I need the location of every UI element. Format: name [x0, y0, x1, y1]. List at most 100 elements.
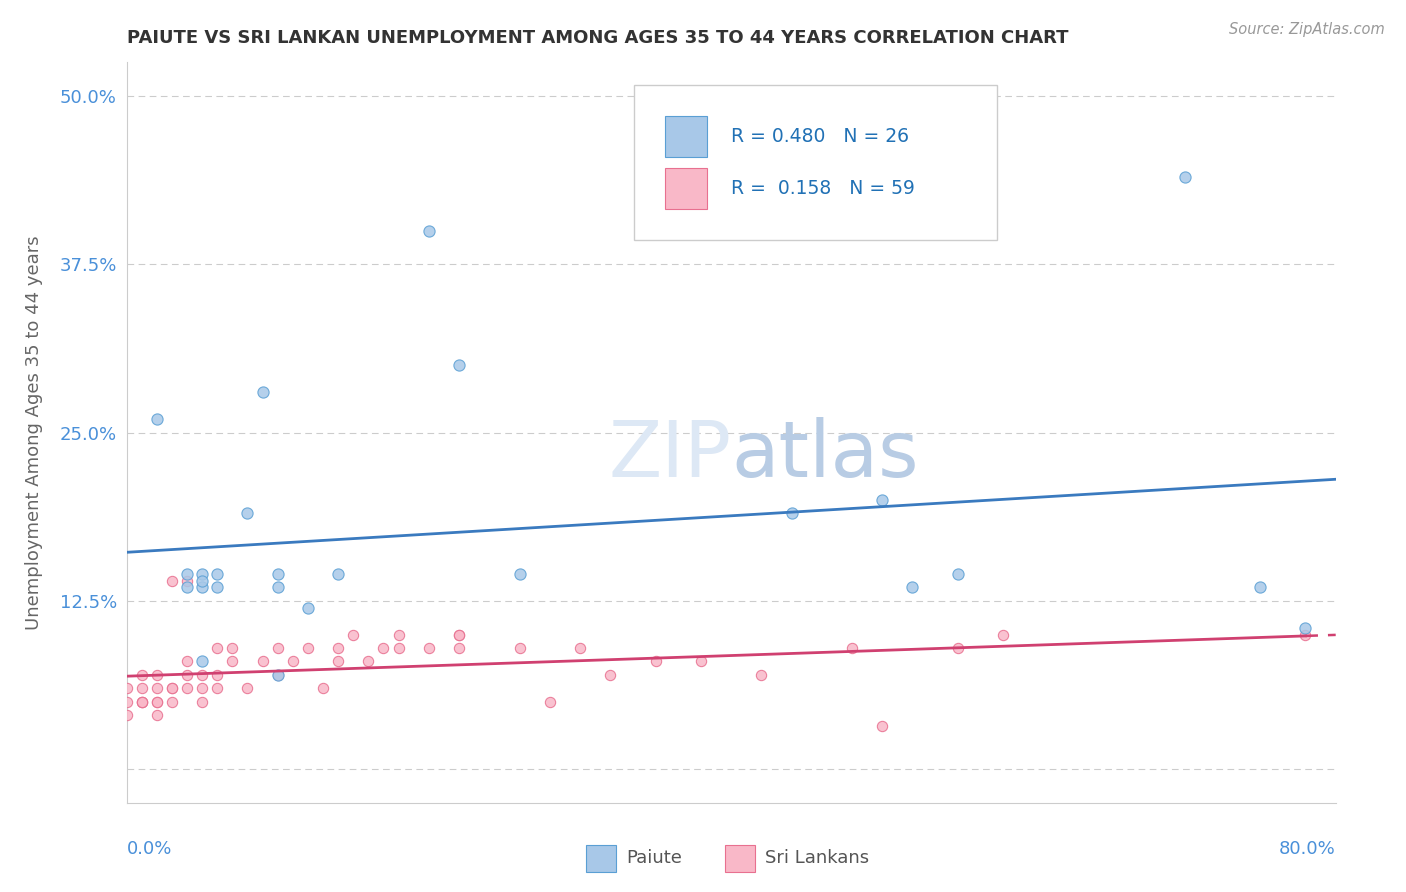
Point	[131, 695, 153, 709]
Point	[326, 655, 350, 669]
Point	[146, 668, 169, 682]
Point	[993, 627, 1015, 641]
Point	[872, 719, 894, 733]
Text: PAIUTE VS SRI LANKAN UNEMPLOYMENT AMONG AGES 35 TO 44 YEARS CORRELATION CHART: PAIUTE VS SRI LANKAN UNEMPLOYMENT AMONG …	[127, 29, 1069, 47]
Point	[267, 581, 290, 595]
Point	[1249, 581, 1271, 595]
Point	[357, 655, 380, 669]
Text: 0.0%: 0.0%	[127, 840, 172, 858]
Point	[267, 640, 290, 655]
Point	[946, 640, 969, 655]
Point	[872, 492, 894, 507]
Text: R = 0.480   N = 26: R = 0.480 N = 26	[731, 127, 910, 146]
Point	[1294, 627, 1316, 641]
Point	[176, 581, 198, 595]
Point	[236, 507, 259, 521]
Point	[1294, 621, 1316, 635]
Point	[146, 681, 169, 696]
Point	[568, 640, 592, 655]
Point	[221, 655, 243, 669]
Point	[191, 574, 214, 588]
Point	[205, 681, 228, 696]
FancyBboxPatch shape	[634, 85, 997, 240]
Point	[342, 627, 364, 641]
Point	[205, 581, 228, 595]
Text: ZIP: ZIP	[609, 417, 731, 493]
Point	[221, 640, 243, 655]
Point	[191, 668, 214, 682]
Point	[191, 566, 214, 581]
Point	[326, 566, 350, 581]
Point	[176, 655, 198, 669]
Point	[447, 359, 470, 373]
Text: atlas: atlas	[731, 417, 918, 493]
Point	[115, 681, 138, 696]
Point	[297, 640, 319, 655]
Point	[176, 681, 198, 696]
Point	[312, 681, 335, 696]
Point	[509, 640, 531, 655]
Point	[252, 385, 274, 400]
Point	[146, 695, 169, 709]
Point	[160, 681, 183, 696]
Point	[281, 655, 304, 669]
Point	[191, 581, 214, 595]
Point	[538, 695, 561, 709]
Point	[131, 668, 153, 682]
Point	[418, 224, 440, 238]
Text: 80.0%: 80.0%	[1279, 840, 1336, 858]
Text: Source: ZipAtlas.com: Source: ZipAtlas.com	[1229, 22, 1385, 37]
Point	[267, 668, 290, 682]
Point	[146, 412, 169, 426]
FancyBboxPatch shape	[586, 845, 616, 871]
Point	[205, 668, 228, 682]
Point	[160, 574, 183, 588]
Point	[191, 695, 214, 709]
Point	[841, 640, 863, 655]
Point	[176, 668, 198, 682]
Point	[236, 681, 259, 696]
FancyBboxPatch shape	[725, 845, 755, 871]
Point	[191, 681, 214, 696]
Point	[326, 640, 350, 655]
Point	[176, 566, 198, 581]
Point	[267, 566, 290, 581]
Point	[176, 574, 198, 588]
Point	[901, 581, 924, 595]
Point	[599, 668, 621, 682]
Point	[946, 566, 969, 581]
Point	[252, 655, 274, 669]
Point	[160, 695, 183, 709]
Point	[509, 566, 531, 581]
Text: Sri Lankans: Sri Lankans	[765, 849, 869, 867]
Point	[780, 507, 803, 521]
Point	[131, 695, 153, 709]
Point	[388, 640, 411, 655]
Y-axis label: Unemployment Among Ages 35 to 44 years: Unemployment Among Ages 35 to 44 years	[25, 235, 42, 630]
Point	[447, 640, 470, 655]
Point	[447, 627, 470, 641]
Point	[1173, 169, 1195, 184]
Point	[115, 708, 138, 723]
FancyBboxPatch shape	[665, 168, 707, 209]
Point	[131, 681, 153, 696]
Text: R =  0.158   N = 59: R = 0.158 N = 59	[731, 178, 915, 198]
Point	[644, 655, 666, 669]
Point	[205, 566, 228, 581]
Point	[115, 695, 138, 709]
Point	[418, 640, 440, 655]
Point	[205, 640, 228, 655]
Point	[146, 708, 169, 723]
Point	[131, 695, 153, 709]
Point	[160, 681, 183, 696]
Point	[191, 655, 214, 669]
Point	[297, 600, 319, 615]
Point	[751, 668, 773, 682]
Point	[388, 627, 411, 641]
Point	[447, 627, 470, 641]
Point	[267, 668, 290, 682]
FancyBboxPatch shape	[665, 116, 707, 157]
Point	[146, 695, 169, 709]
Point	[373, 640, 395, 655]
Text: Paiute: Paiute	[626, 849, 682, 867]
